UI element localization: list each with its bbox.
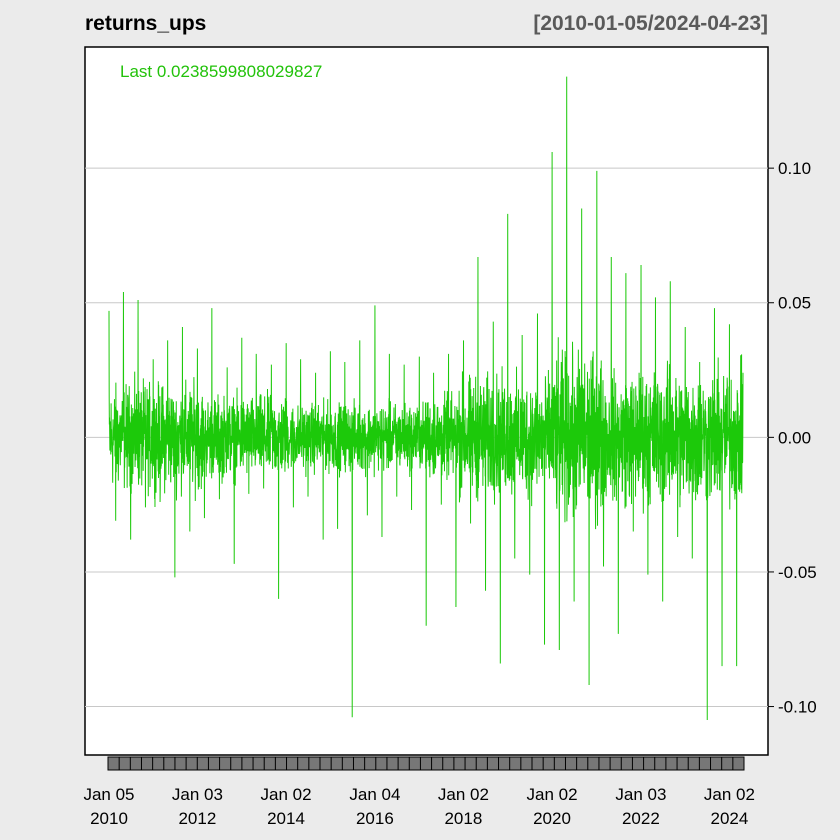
x-tick-label-year: 2018	[444, 809, 482, 828]
x-tick-label-month: Jan 02	[526, 785, 577, 804]
x-tick-band	[107, 756, 745, 771]
x-tick-label-year: 2022	[622, 809, 660, 828]
chart-title: returns_ups	[85, 12, 207, 35]
last-value-label: Last 0.0238599808029827	[120, 62, 323, 81]
x-tick-label-month: Jan 05	[83, 785, 134, 804]
y-tick-label: -0.05	[778, 563, 817, 582]
x-axis: Jan 05 2010 Jan 03 2012 Jan 02 2014 Jan 04 2016…	[83, 756, 755, 828]
x-tick-label-month: Jan 03	[615, 785, 666, 804]
x-tick-label-year: 2014	[267, 809, 305, 828]
date-range: [2010-01-05/2024-04-23]	[533, 12, 768, 35]
series-line	[108, 76, 744, 721]
y-tick-label: 0.10	[778, 159, 811, 178]
y-tick-label: 0.00	[778, 428, 811, 447]
x-tick-label-year: 2012	[178, 809, 216, 828]
x-tick-label-year: 2016	[356, 809, 394, 828]
x-tick-label-month: Jan 02	[260, 785, 311, 804]
x-tick-label-month: Jan 02	[438, 785, 489, 804]
y-tick-label: 0.05	[778, 294, 811, 313]
plot-panel	[84, 46, 769, 756]
y-tick-label: -0.10	[778, 698, 817, 717]
x-tick-label-year: 2024	[710, 809, 748, 828]
x-tick-label-month: Jan 03	[172, 785, 223, 804]
series-group	[108, 76, 744, 721]
x-tick-label-year: 2010	[90, 809, 128, 828]
y-axis: 0.10 0.05 0.00 -0.05 -0.10	[768, 159, 817, 717]
x-tick-label-year: 2020	[533, 809, 571, 828]
x-tick-label-month: Jan 04	[349, 785, 400, 804]
x-tick-label-month: Jan 02	[704, 785, 755, 804]
